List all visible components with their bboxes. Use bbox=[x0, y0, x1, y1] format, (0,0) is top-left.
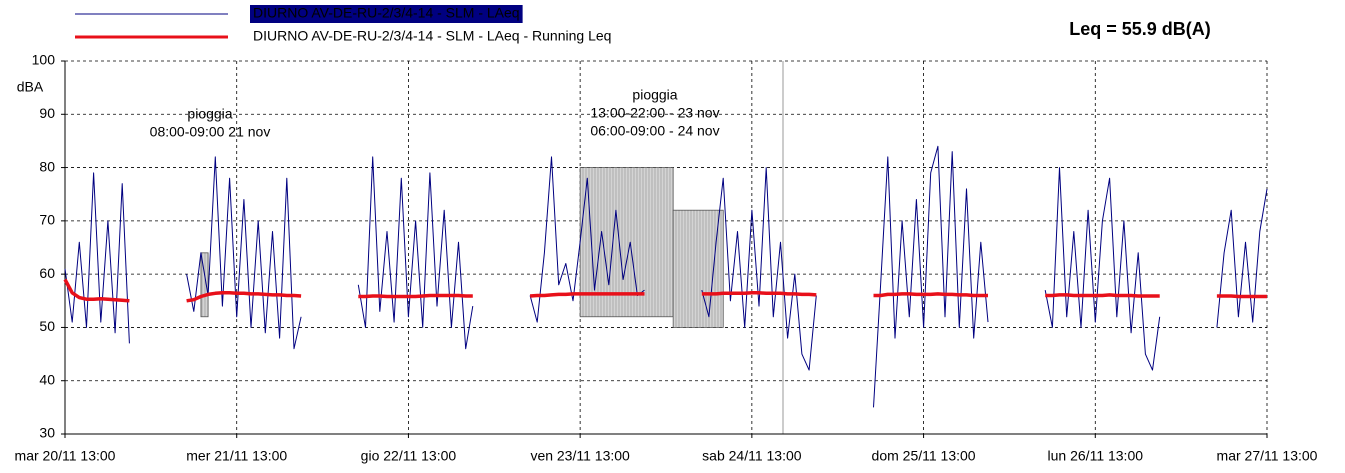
annotation: pioggia bbox=[187, 106, 232, 122]
annotation: 08:00-09:00 21 nov bbox=[150, 124, 271, 140]
x-tick-label: gio 22/11 13:00 bbox=[361, 448, 457, 464]
running-leq-line bbox=[63, 278, 1267, 303]
rain-period bbox=[200, 252, 209, 318]
summary: Leq = 55.9 dB(A) bbox=[1069, 19, 1211, 39]
y-tick-label: 50 bbox=[39, 318, 55, 334]
y-tick-label: 80 bbox=[39, 158, 55, 174]
x-tick-label: mar 27/11 13:00 bbox=[1217, 448, 1318, 464]
annotation: 13:00-22:00 - 23 nov bbox=[590, 105, 719, 121]
legend-label: DIURNO AV-DE-RU-2/3/4-14 - SLM - LAeq bbox=[253, 5, 520, 21]
annotation: pioggia bbox=[632, 87, 677, 103]
y-tick-label: 40 bbox=[39, 371, 55, 387]
y-tick-label: 30 bbox=[39, 425, 55, 441]
y-tick-label: 90 bbox=[39, 105, 55, 121]
x-tick-label: lun 26/11 13:00 bbox=[1048, 448, 1144, 464]
x-tick-label: ven 23/11 13:00 bbox=[530, 448, 630, 464]
y-tick-label: 100 bbox=[32, 52, 56, 68]
legend-label: DIURNO AV-DE-RU-2/3/4-14 - SLM - LAeq - … bbox=[253, 28, 611, 44]
legend-highlight bbox=[250, 5, 523, 23]
x-tick-label: mar 20/11 13:00 bbox=[15, 448, 116, 464]
annotation: 06:00-09:00 - 24 nov bbox=[590, 123, 719, 139]
y-tick-label: 70 bbox=[39, 212, 55, 228]
rain-period bbox=[579, 167, 674, 318]
laeq-line bbox=[64, 145, 1268, 408]
y-tick-label: 60 bbox=[39, 265, 55, 281]
x-tick-label: sab 24/11 13:00 bbox=[702, 448, 802, 464]
rain-period bbox=[672, 209, 724, 328]
x-tick-label: mer 21/11 13:00 bbox=[186, 448, 287, 464]
x-tick-label: dom 25/11 13:00 bbox=[872, 448, 976, 464]
y-axis-label: dBA bbox=[17, 79, 44, 95]
